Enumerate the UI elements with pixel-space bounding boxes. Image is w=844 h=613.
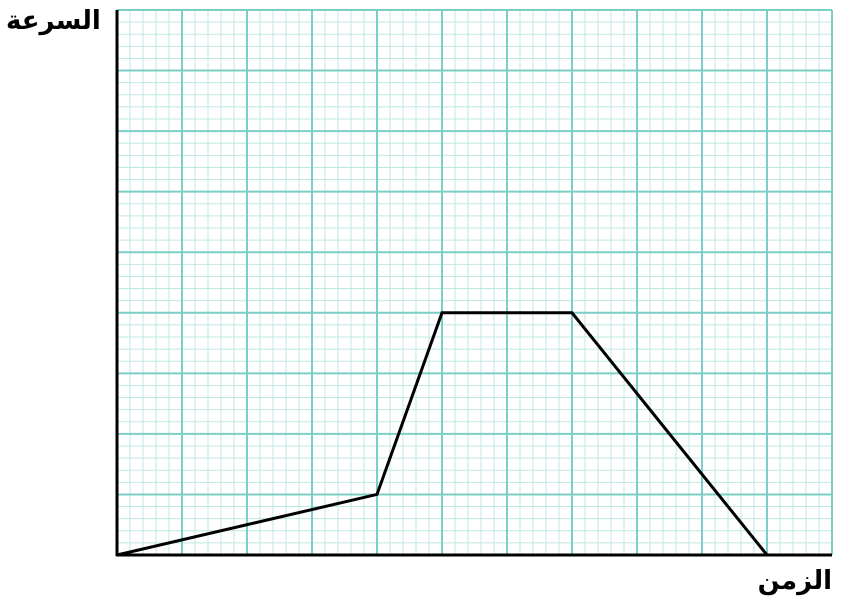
axes: [115, 10, 832, 557]
grid-minor: [117, 10, 832, 555]
series: [116, 311, 769, 557]
x-axis-label: الزمن: [757, 566, 832, 596]
grid-major: [116, 9, 833, 556]
y-axis-label: السرعة: [6, 6, 101, 36]
